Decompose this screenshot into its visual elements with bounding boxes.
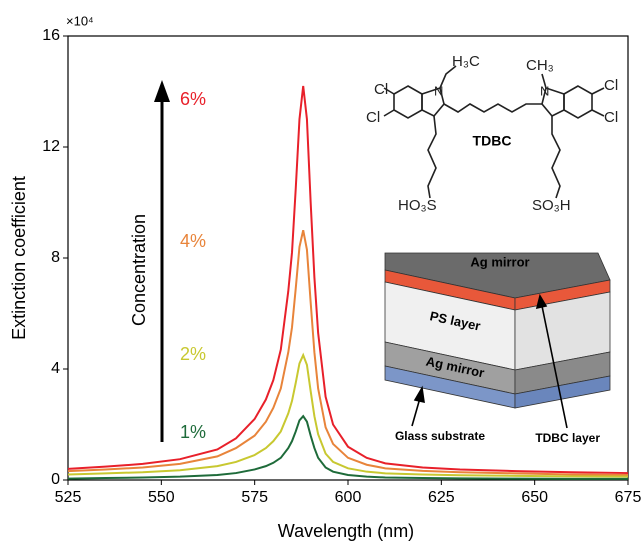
molecule-label: Cl — [604, 77, 618, 94]
x-tick-label: 675 — [615, 489, 642, 506]
x-tick-label: 650 — [521, 489, 548, 506]
legend-label: 1% — [180, 422, 206, 442]
x-tick-label: 575 — [241, 489, 268, 506]
device-schematic — [385, 253, 610, 408]
concentration-arrow — [154, 80, 170, 442]
y-tick-label: 16 — [42, 27, 60, 44]
molecule-name: TDBC — [473, 133, 512, 149]
device-label: Ag mirror — [470, 254, 529, 269]
legend-label: 4% — [180, 231, 206, 251]
molecule-label: N — [540, 83, 549, 98]
molecule-label: H₃C — [452, 53, 480, 70]
device-label: TDBC layer — [535, 431, 600, 445]
molecule-label: CH₃ — [526, 57, 554, 74]
molecule-label: HO₃S — [398, 197, 437, 214]
x-tick-label: 550 — [148, 489, 175, 506]
molecule-label: Cl — [604, 109, 618, 126]
molecule-label: SO₃H — [532, 197, 571, 214]
molecule-label: N — [434, 83, 443, 98]
y-axis-title: Extinction coefficient — [9, 176, 29, 340]
arrow-label: Concentration — [129, 214, 149, 326]
legend-label: 2% — [180, 344, 206, 364]
chart: Cl Cl Cl Cl N N H₃C CH₃ TDBC HO₃S SO₃H A… — [0, 0, 644, 548]
y-tick-label: 8 — [51, 249, 60, 266]
x-tick-label: 600 — [335, 489, 362, 506]
y-tick-label: 12 — [42, 138, 60, 155]
x-axis-title: Wavelength (nm) — [278, 521, 414, 541]
x-tick-label: 525 — [55, 489, 82, 506]
molecule-label: Cl — [366, 109, 380, 126]
y-tick-label: 0 — [51, 471, 60, 488]
x-tick-label: 625 — [428, 489, 455, 506]
molecule-label: Cl — [374, 81, 388, 98]
y-multiplier: ×10⁴ — [66, 13, 94, 28]
y-tick-label: 4 — [51, 360, 60, 377]
device-label: Glass substrate — [395, 429, 485, 443]
legend-label: 6% — [180, 89, 206, 109]
